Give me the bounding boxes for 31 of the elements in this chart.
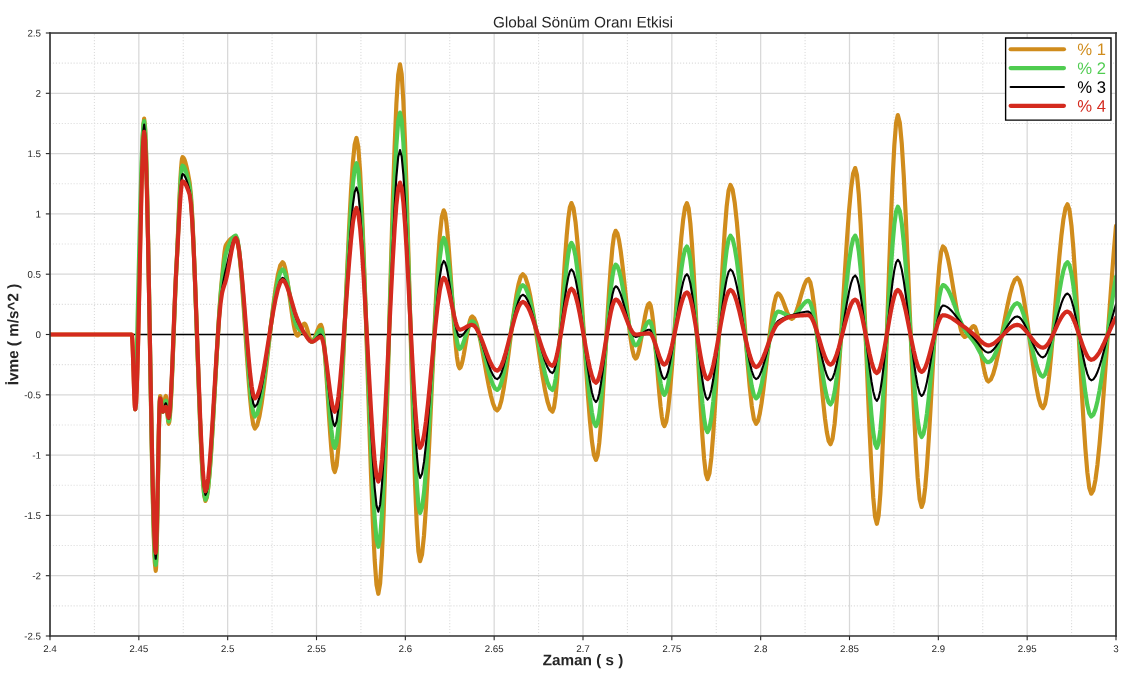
y-tick-label: -1 — [32, 451, 41, 459]
legend-label: % 3 — [1077, 81, 1106, 93]
x-tick-label: 2.9 — [932, 645, 945, 653]
legend-label: % 2 — [1077, 62, 1106, 75]
y-tick-label: 2.5 — [27, 29, 41, 37]
x-tick-label: 2.65 — [485, 645, 504, 653]
y-tick-label: 0.5 — [27, 270, 41, 278]
y-tick-label: -1.5 — [24, 512, 41, 520]
y-tick-label: -2.5 — [24, 632, 41, 640]
x-tick-label: 3 — [1113, 645, 1119, 653]
x-tick-label: 2.85 — [840, 645, 859, 653]
y-tick-label: 0 — [35, 331, 41, 339]
x-tick-label: 2.95 — [1018, 645, 1037, 653]
x-tick-label: 2.6 — [399, 645, 412, 653]
x-tick-label: 2.5 — [221, 645, 235, 653]
x-tick-label: 2.7 — [576, 645, 590, 653]
y-axis-title: İvme ( m/s^2 ) — [5, 284, 22, 385]
y-tick-label: 1.5 — [28, 150, 41, 158]
x-tick-label: 2.55 — [307, 645, 326, 653]
x-axis-title: Zaman ( s ) — [543, 654, 623, 669]
legend-label: % 1 — [1077, 43, 1106, 56]
x-tick-label: 2.4 — [43, 645, 57, 653]
x-tick-label: 2.45 — [129, 645, 148, 653]
legend-label: % 4 — [1077, 100, 1106, 112]
x-tick-label: 2.75 — [662, 645, 681, 653]
y-tick-label: 1 — [36, 210, 41, 218]
y-tick-label: -2 — [32, 572, 41, 580]
chart-title: Global Sönüm Oranı Etkisi — [493, 16, 672, 28]
y-tick-label: -0.5 — [24, 391, 41, 399]
x-tick-label: 2.8 — [754, 645, 767, 653]
y-tick-label: 2 — [36, 90, 41, 97]
